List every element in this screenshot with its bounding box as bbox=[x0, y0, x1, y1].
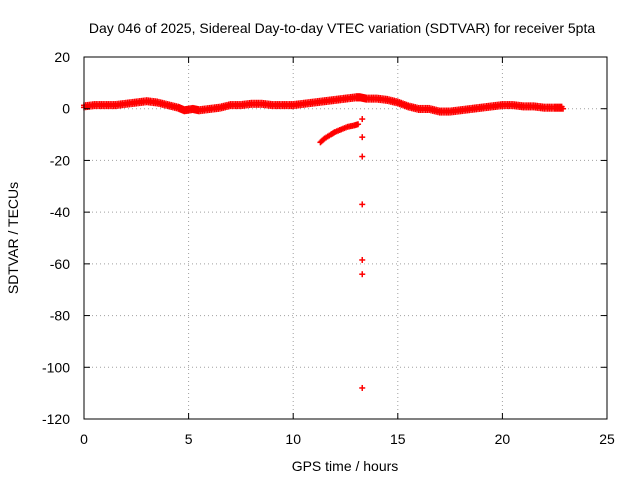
outliers-point bbox=[359, 201, 366, 208]
x-tick-label: 25 bbox=[599, 431, 615, 447]
x-tick-label: 0 bbox=[80, 431, 88, 447]
outliers-point bbox=[359, 384, 366, 391]
main-trace-point bbox=[560, 105, 567, 112]
outliers-point bbox=[359, 116, 366, 123]
outliers-point bbox=[359, 256, 366, 263]
gridlines bbox=[84, 57, 607, 419]
x-tick-label: 15 bbox=[390, 431, 406, 447]
x-tick-label: 10 bbox=[285, 431, 301, 447]
y-axis-label: SDTVAR / TECUs bbox=[5, 182, 21, 294]
y-tick-label: 0 bbox=[62, 101, 70, 117]
y-tick-label: -120 bbox=[42, 411, 70, 427]
data-points bbox=[81, 93, 567, 391]
outliers-point bbox=[359, 271, 366, 278]
x-tick-label: 5 bbox=[185, 431, 193, 447]
x-tick-label: 20 bbox=[495, 431, 511, 447]
low-branch-point bbox=[355, 121, 362, 128]
outliers-point bbox=[359, 153, 366, 160]
y-tick-label: -100 bbox=[42, 359, 70, 375]
chart-title: Day 046 of 2025, Sidereal Day-to-day VTE… bbox=[89, 20, 596, 36]
y-tick-label: 20 bbox=[54, 49, 70, 65]
y-tick-label: -60 bbox=[50, 256, 70, 272]
outliers-point bbox=[359, 134, 366, 141]
y-tick-label: -20 bbox=[50, 152, 70, 168]
x-axis-label: GPS time / hours bbox=[292, 458, 399, 474]
y-tick-label: -40 bbox=[50, 204, 70, 220]
y-tick-label: -80 bbox=[50, 308, 70, 324]
axis-ticks: 0 5 10 15 20 25 20 0 -20 -40 -60 -80 -100 -120 bbox=[42, 49, 615, 447]
plot-frame bbox=[83, 56, 608, 420]
